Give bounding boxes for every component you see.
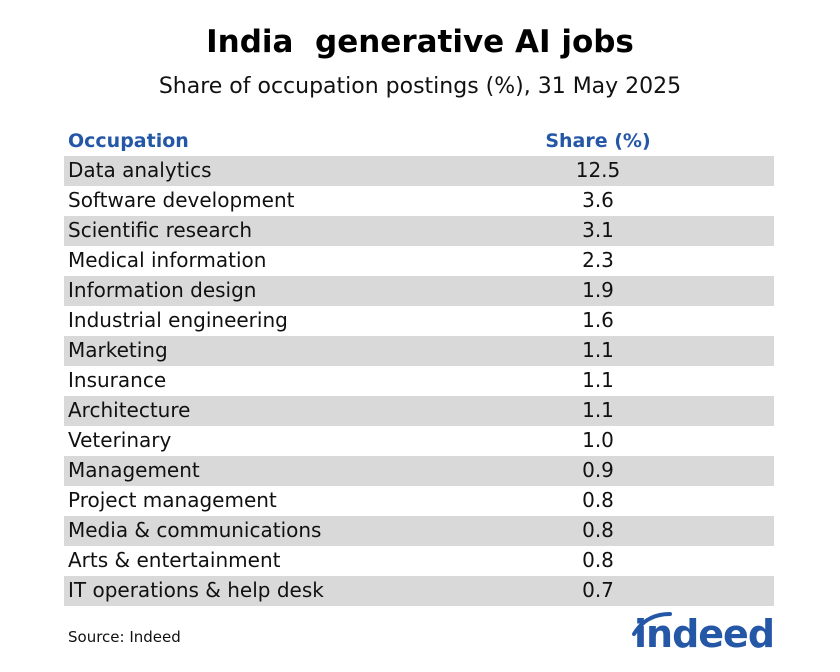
chart-title: India generative AI jobs: [206, 24, 634, 60]
occupation-cell: Marketing: [68, 338, 168, 362]
occupation-cell: Media & communications: [68, 518, 322, 542]
share-cell: 0.9: [582, 458, 614, 482]
occupation-cell: Insurance: [68, 368, 167, 392]
table-row: Project management 0.8: [64, 486, 774, 516]
occupation-cell: Project management: [68, 488, 277, 512]
table-row: Software development 3.6: [64, 186, 774, 216]
table-row: Marketing 1.1: [64, 336, 774, 366]
occupation-cell: Management: [68, 458, 200, 482]
table-row: Scientific research 3.1: [64, 216, 774, 246]
occupation-cell: Medical information: [68, 248, 267, 272]
table-row: Architecture 1.1: [64, 396, 774, 426]
table-row: IT operations & help desk 0.7: [64, 576, 774, 606]
table-row: Insurance 1.1: [64, 366, 774, 396]
indeed-logo: indeed: [620, 608, 780, 664]
share-cell: 1.1: [582, 338, 614, 362]
table-row: Data analytics 12.5: [64, 156, 774, 186]
occupation-cell: Information design: [68, 278, 257, 302]
logo-text: indeed: [634, 612, 775, 656]
share-cell: 1.1: [582, 368, 614, 392]
occupation-cell: Veterinary: [68, 428, 172, 452]
table-row: Media & communications 0.8: [64, 516, 774, 546]
table-row: Medical information 2.3: [64, 246, 774, 276]
source-note: Source: Indeed: [68, 628, 181, 646]
share-cell: 3.6: [582, 188, 614, 212]
table-row: Veterinary 1.0: [64, 426, 774, 456]
table-body: Data analytics 12.5 Software development 3.…: [64, 156, 774, 606]
column-header-share: Share (%): [545, 130, 651, 152]
occupation-cell: Industrial engineering: [68, 308, 288, 332]
chart-subtitle: Share of occupation postings (%), 31 May…: [158, 74, 682, 99]
table-row: Management 0.9: [64, 456, 774, 486]
table-row: Arts & entertainment 0.8: [64, 546, 774, 576]
share-cell: 0.8: [582, 488, 614, 512]
share-cell: 0.8: [582, 548, 614, 572]
table-row: Industrial engineering 1.6: [64, 306, 774, 336]
occupation-cell: Architecture: [68, 398, 191, 422]
share-cell: 0.7: [582, 578, 614, 602]
share-cell: 2.3: [582, 248, 614, 272]
logo-arc-icon: [632, 612, 672, 636]
occupation-cell: Arts & entertainment: [68, 548, 281, 572]
table-header: Occupation Share (%): [64, 128, 774, 156]
share-cell: 12.5: [575, 158, 621, 182]
occupation-table: Occupation Share (%) Data analytics 12.5 S…: [64, 128, 774, 606]
table-row: Information design 1.9: [64, 276, 774, 306]
occupation-cell: Scientific research: [68, 218, 253, 242]
share-cell: 3.1: [582, 218, 614, 242]
share-cell: 0.8: [582, 518, 614, 542]
share-cell: 1.0: [582, 428, 614, 452]
occupation-cell: IT operations & help desk: [68, 578, 324, 602]
column-header-occupation: Occupation: [68, 130, 189, 152]
share-cell: 1.6: [582, 308, 614, 332]
occupation-cell: Software development: [68, 188, 295, 212]
share-cell: 1.1: [582, 398, 614, 422]
occupation-cell: Data analytics: [68, 158, 212, 182]
share-cell: 1.9: [582, 278, 614, 302]
